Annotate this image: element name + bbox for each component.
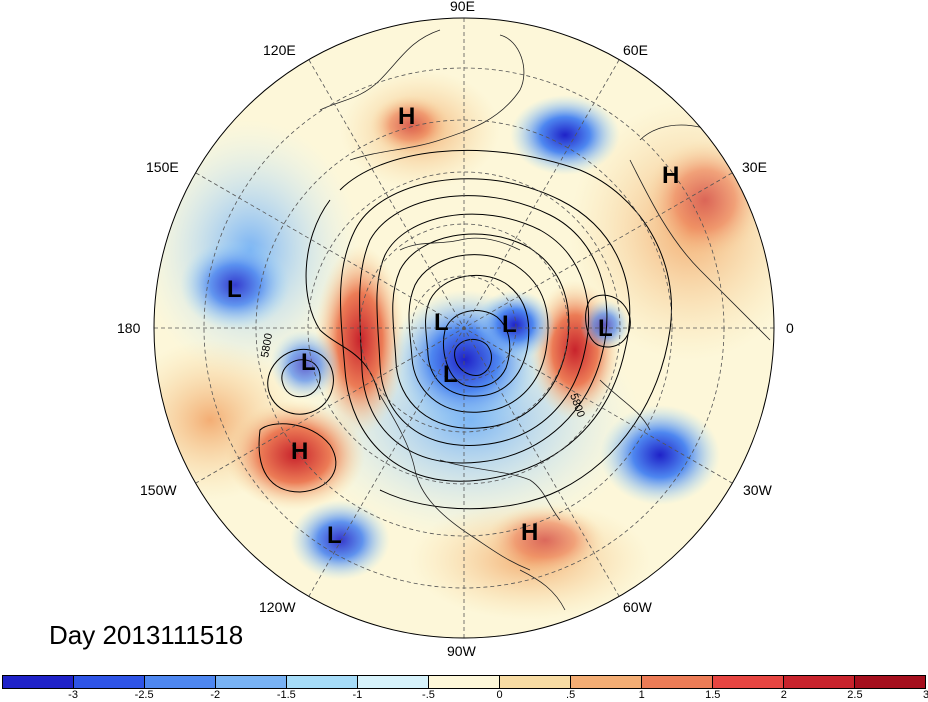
date-label: Day 2013111518 xyxy=(49,620,244,650)
low-center: L xyxy=(598,315,613,342)
colorbar-tick-label: -2 xyxy=(210,689,221,701)
lon-label-90e: 90E xyxy=(450,0,475,14)
colorbar-tick-label: -.5 xyxy=(422,689,435,701)
lon-label-120w: 120W xyxy=(259,599,296,615)
contour-label: 5800 xyxy=(259,332,275,358)
colorbar-swatch xyxy=(713,676,784,688)
colorbar-tick-label: -2.5 xyxy=(134,689,154,701)
colorbar-tick-label: 2.5 xyxy=(847,689,863,701)
lon-label-30w: 30W xyxy=(743,482,772,498)
lon-label-30e: 30E xyxy=(742,159,767,175)
lon-label-60e: 60E xyxy=(623,42,648,58)
colorbar-swatch xyxy=(429,676,500,688)
high-center: H xyxy=(662,162,679,189)
colorbar-tick-label: 1 xyxy=(638,689,645,701)
lon-label-60w: 60W xyxy=(623,599,652,615)
graticule xyxy=(154,18,774,638)
colorbar-swatch xyxy=(3,676,74,688)
colorbar-tick-label: 3 xyxy=(922,689,928,701)
colorbar-tick-label: 0 xyxy=(496,689,503,701)
colorbar-swatch xyxy=(571,676,642,688)
anomaly-field xyxy=(154,18,774,638)
colorbar-swatch xyxy=(500,676,571,688)
high-center: H xyxy=(398,103,415,130)
polar-map: 5800 5800 H H L L L L L L H L H xyxy=(153,17,775,639)
map-border xyxy=(153,17,775,639)
lon-label-180: 180 xyxy=(117,320,141,336)
low-center: L xyxy=(434,309,449,336)
colorbar-tick-label: -1.5 xyxy=(276,689,296,701)
colorbar-swatch xyxy=(642,676,713,688)
colorbar-tick-label: 2 xyxy=(780,689,787,701)
colorbar xyxy=(2,675,926,689)
low-center: L xyxy=(502,311,517,338)
colorbar-swatch xyxy=(145,676,216,688)
lon-label-120e: 120E xyxy=(263,42,296,58)
colorbar-swatch xyxy=(74,676,145,688)
lon-label-0: 0 xyxy=(786,320,794,336)
colorbar-swatch xyxy=(784,676,855,688)
colorbar-swatch xyxy=(855,676,925,688)
colorbar-tick-label: -3 xyxy=(68,689,78,701)
colorbar-tick-label: -1 xyxy=(352,689,363,701)
lon-label-150w: 150W xyxy=(140,482,177,498)
lon-label-90w: 90W xyxy=(447,643,476,659)
colorbar-swatch xyxy=(287,676,358,688)
low-center: L xyxy=(227,276,242,303)
lon-label-150e: 150E xyxy=(146,159,179,175)
pressure-centers: H H L L L L L L H L H xyxy=(227,103,679,549)
low-center: L xyxy=(443,361,458,388)
colorbar-swatch xyxy=(358,676,429,688)
low-center: L xyxy=(301,349,316,376)
colorbar-swatch xyxy=(216,676,287,688)
high-center: H xyxy=(291,438,308,465)
low-center: L xyxy=(327,522,342,549)
high-center: H xyxy=(521,519,538,546)
height-contours xyxy=(258,149,672,510)
colorbar-tick-label: .5 xyxy=(566,689,576,701)
colorbar-tick-label: 1.5 xyxy=(705,689,721,701)
